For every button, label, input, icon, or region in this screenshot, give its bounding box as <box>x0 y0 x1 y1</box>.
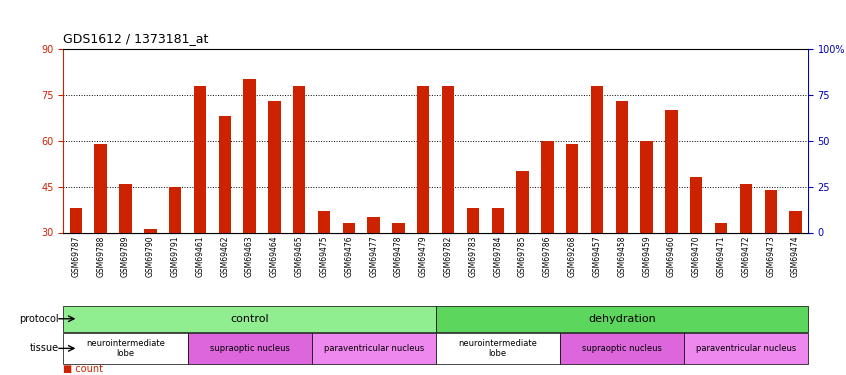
Point <box>466 119 480 125</box>
Bar <box>715 224 728 324</box>
Bar <box>789 211 802 324</box>
Point <box>689 119 703 125</box>
Text: protocol: protocol <box>19 314 59 324</box>
Bar <box>640 141 653 324</box>
Point <box>342 134 355 140</box>
Bar <box>144 230 157 324</box>
Bar <box>169 187 181 324</box>
Point <box>665 114 678 120</box>
Bar <box>188 333 311 364</box>
Bar <box>69 208 82 324</box>
Bar <box>516 171 529 324</box>
Point <box>442 114 455 120</box>
Bar <box>560 333 684 364</box>
Bar <box>63 306 436 332</box>
Point <box>367 134 381 140</box>
Bar <box>63 333 188 364</box>
Text: control: control <box>230 314 269 324</box>
Point <box>739 117 753 123</box>
Bar <box>218 116 231 324</box>
Point <box>640 114 653 120</box>
Point <box>764 117 777 123</box>
Point <box>541 119 554 125</box>
Point <box>615 105 629 111</box>
Bar <box>739 183 752 324</box>
Bar <box>244 80 255 324</box>
Bar <box>436 306 808 332</box>
Bar <box>367 217 380 324</box>
Bar <box>492 208 504 324</box>
Point <box>516 119 530 125</box>
Text: supraoptic nucleus: supraoptic nucleus <box>582 344 662 353</box>
Text: ■ count: ■ count <box>63 364 103 374</box>
Point <box>243 105 256 111</box>
Bar <box>311 333 436 364</box>
Bar <box>95 144 107 324</box>
Bar <box>442 86 454 324</box>
Bar <box>318 211 330 324</box>
Bar <box>467 208 479 324</box>
Text: supraoptic nucleus: supraoptic nucleus <box>210 344 289 353</box>
Bar <box>393 224 404 324</box>
Point <box>118 117 132 123</box>
Bar <box>591 86 603 324</box>
Point <box>144 123 157 129</box>
Bar <box>119 183 132 324</box>
Point <box>293 105 306 111</box>
Text: tissue: tissue <box>30 344 59 353</box>
Point <box>267 105 281 111</box>
Bar <box>194 86 206 324</box>
Bar <box>541 141 553 324</box>
Bar <box>436 333 560 364</box>
Point <box>218 105 232 111</box>
Point <box>193 105 206 111</box>
Text: paraventricular nucleus: paraventricular nucleus <box>695 344 796 353</box>
Bar <box>293 86 305 324</box>
Bar <box>417 86 430 324</box>
Point <box>591 105 604 111</box>
Text: GDS1612 / 1373181_at: GDS1612 / 1373181_at <box>63 32 209 45</box>
Text: neurointermediate
lobe: neurointermediate lobe <box>86 339 165 358</box>
Point <box>94 110 107 116</box>
Point <box>416 105 430 111</box>
Text: neurointermediate
lobe: neurointermediate lobe <box>459 339 537 358</box>
Point <box>168 117 182 123</box>
Point <box>788 116 802 122</box>
Bar <box>268 101 281 324</box>
Bar <box>665 110 678 324</box>
Bar <box>566 144 579 324</box>
Bar <box>765 190 777 324</box>
Point <box>491 119 504 125</box>
Text: dehydration: dehydration <box>588 314 656 324</box>
Point <box>69 119 83 125</box>
Bar <box>684 333 808 364</box>
Bar <box>343 224 355 324</box>
Point <box>714 134 728 140</box>
Point <box>317 134 331 140</box>
Bar <box>616 101 628 324</box>
Bar <box>690 177 702 324</box>
Point <box>392 134 405 140</box>
Text: paraventricular nucleus: paraventricular nucleus <box>323 344 424 353</box>
Point <box>565 121 579 127</box>
